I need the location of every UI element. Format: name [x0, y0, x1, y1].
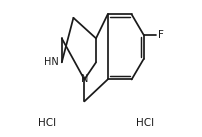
Text: HCl: HCl	[37, 118, 56, 128]
Text: N: N	[80, 75, 88, 84]
Text: HCl: HCl	[136, 118, 154, 128]
Text: F: F	[157, 30, 163, 40]
Text: HN: HN	[44, 57, 59, 67]
